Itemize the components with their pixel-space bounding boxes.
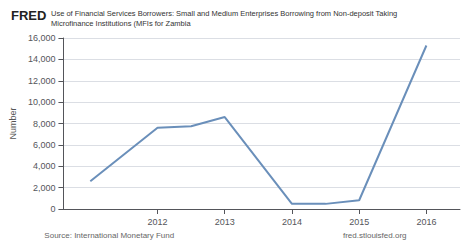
svg-text:12,000: 12,000 xyxy=(28,76,56,86)
svg-text:2013: 2013 xyxy=(215,217,235,227)
svg-text:fred.stlouisfed.org: fred.stlouisfed.org xyxy=(343,231,407,240)
svg-text:14,000: 14,000 xyxy=(28,54,56,64)
svg-text:FRED: FRED xyxy=(11,8,46,23)
svg-text:2014: 2014 xyxy=(282,217,302,227)
svg-text:2012: 2012 xyxy=(148,217,168,227)
svg-text:2016: 2016 xyxy=(416,217,436,227)
svg-text:4,000: 4,000 xyxy=(33,161,56,171)
svg-text:Use of Financial Services Borr: Use of Financial Services Borrowers: Sma… xyxy=(51,9,397,18)
svg-text:Microfinance Institutions (MFI: Microfinance Institutions (MFIs for Zamb… xyxy=(51,19,191,28)
svg-text:Source: International Monetary: Source: International Monetary Fund xyxy=(44,231,174,240)
svg-text:6,000: 6,000 xyxy=(33,140,56,150)
svg-text:8,000: 8,000 xyxy=(33,119,56,129)
svg-text:2015: 2015 xyxy=(349,217,369,227)
svg-text:2,000: 2,000 xyxy=(33,183,56,193)
svg-text:16,000: 16,000 xyxy=(28,33,56,43)
svg-text:Number: Number xyxy=(8,107,18,139)
svg-text:10,000: 10,000 xyxy=(28,97,56,107)
svg-text:0: 0 xyxy=(50,204,55,214)
